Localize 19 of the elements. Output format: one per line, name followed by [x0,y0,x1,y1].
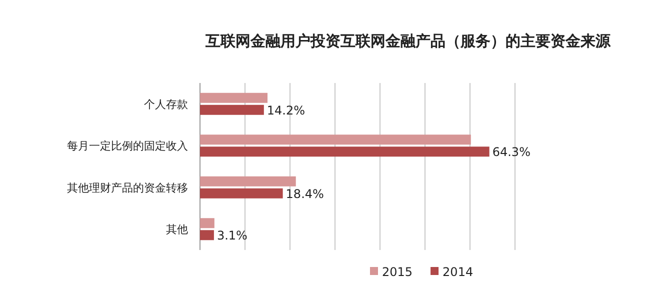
bar [200,176,296,186]
legend-label: 2014 [442,265,474,279]
y-tick-label: 个人存款 [144,98,188,111]
bar [200,92,268,103]
y-tick-label: 每月一定比例的固定收入 [67,140,188,153]
legend-label: 2015 [382,265,413,279]
bar [200,146,490,157]
y-tick-label: 其他理财产品的资金转移 [67,181,188,194]
data-label: 14.2% [266,103,306,118]
bar [200,218,214,228]
y-tick-label: 其他 [166,223,188,236]
data-label: 3.1% [216,228,248,243]
bar [200,134,471,145]
data-label: 64.3% [492,145,530,160]
bar [200,230,214,240]
data-label: 18.4% [286,186,324,201]
bar [200,104,264,115]
chart-title: 互联网金融用户投资互联网金融产品（服务）的主要资金来源 [204,32,612,50]
bar [200,188,283,198]
